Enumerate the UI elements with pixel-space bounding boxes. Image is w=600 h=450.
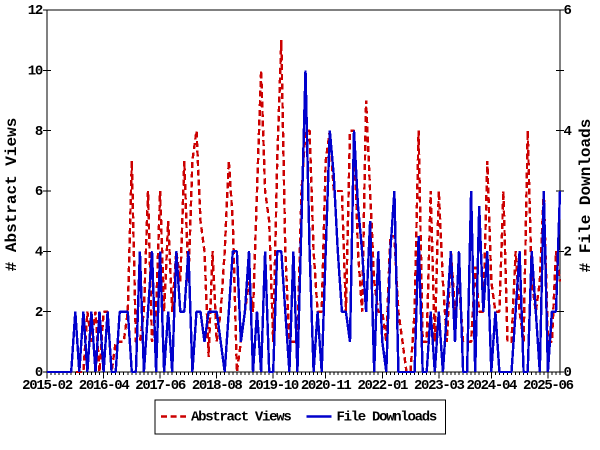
svg-text:2023-03: 2023-03 [414, 378, 465, 394]
svg-text:2: 2 [35, 305, 43, 321]
svg-text:2018-08: 2018-08 [192, 378, 243, 394]
svg-text:2025-06: 2025-06 [523, 378, 574, 394]
svg-text:2016-04: 2016-04 [79, 378, 130, 394]
svg-text:8: 8 [35, 124, 43, 140]
svg-text:2022-01: 2022-01 [357, 378, 408, 394]
svg-text:2024-04: 2024-04 [466, 378, 517, 394]
svg-text:12: 12 [28, 3, 43, 19]
svg-text:2015-02: 2015-02 [22, 378, 73, 394]
svg-text:0: 0 [35, 365, 43, 381]
svg-text:# File Downloads: # File Downloads [577, 119, 595, 273]
svg-text:10: 10 [28, 64, 43, 80]
svg-text:4: 4 [564, 124, 572, 140]
svg-text:0: 0 [564, 365, 572, 381]
svg-text:2019-10: 2019-10 [248, 378, 299, 394]
svg-text:File Downloads: File Downloads [337, 410, 437, 426]
svg-text:2: 2 [564, 245, 572, 261]
svg-text:Abstract Views: Abstract Views [191, 410, 291, 426]
svg-text:4: 4 [35, 245, 43, 261]
svg-text:2017-06: 2017-06 [135, 378, 186, 394]
svg-text:6: 6 [35, 184, 43, 200]
svg-text:# Abstract Views: # Abstract Views [3, 118, 21, 272]
svg-text:2020-11: 2020-11 [301, 378, 352, 394]
svg-text:6: 6 [564, 3, 572, 19]
